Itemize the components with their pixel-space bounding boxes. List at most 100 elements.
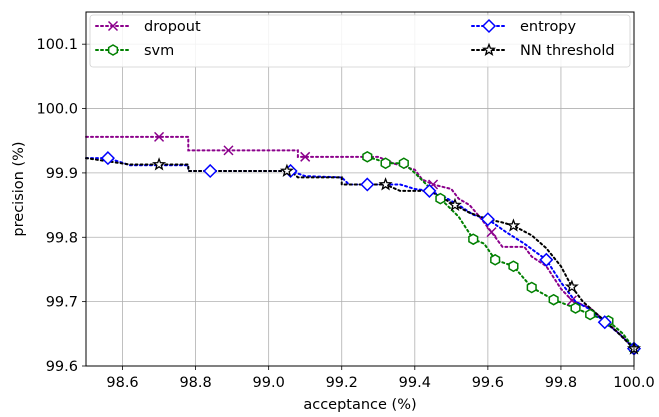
- marker-shape: [152, 157, 167, 171]
- data-point-entropy: [422, 183, 437, 198]
- marker-stroke: [223, 145, 234, 156]
- legend-marker: [481, 18, 497, 34]
- x-tick-label: 100.0: [613, 375, 655, 391]
- axis-ticks: 98.6 98.8 99.0 99.2 99.4 99.6 99.8 100.0 99.6 99.…: [36, 37, 654, 391]
- legend-marker: [481, 42, 497, 56]
- marker-shape: [279, 163, 294, 177]
- data-point-dropout: [300, 151, 311, 162]
- marker-shape: [422, 183, 437, 198]
- marker-stroke: [486, 227, 497, 238]
- marker-shape: [100, 151, 115, 166]
- marker-shape: [506, 218, 521, 232]
- marker-shape: [508, 260, 519, 273]
- marker-shape: [539, 252, 554, 267]
- x-tick-label: 98.8: [179, 375, 211, 391]
- legend-item-svm: svm: [95, 43, 174, 59]
- marker-stroke: [107, 20, 119, 32]
- data-point-svm: [362, 150, 373, 163]
- data-point-svm: [526, 281, 537, 294]
- marker-shape: [380, 157, 391, 170]
- series-line-dropout: [85, 135, 635, 350]
- legend-label: entropy: [520, 19, 577, 35]
- marker-shape: [203, 163, 218, 179]
- marker-shape: [360, 177, 375, 192]
- x-tick-label: 99.0: [253, 375, 285, 391]
- legend-marker: [107, 20, 119, 32]
- x-tick-label: 99.2: [326, 375, 358, 391]
- marker-stroke: [300, 151, 311, 162]
- data-point-nn-threshold: [506, 218, 521, 232]
- series-line-entropy: [85, 157, 635, 350]
- legend-label: svm: [144, 43, 174, 59]
- plot-frame: [85, 11, 635, 367]
- data-point-entropy: [360, 177, 375, 192]
- x-tick-label: 99.8: [545, 375, 577, 391]
- x-tick-label: 99.4: [399, 375, 431, 391]
- y-tick-label: 99.7: [46, 295, 78, 311]
- marker-shape: [585, 308, 596, 321]
- y-tick-label: 100.1: [36, 37, 78, 53]
- data-point-dropout: [486, 227, 497, 238]
- marker-shape: [480, 212, 495, 227]
- data-point-svm: [435, 192, 446, 205]
- data-point-dropout: [223, 145, 234, 156]
- series-line-svm: [366, 155, 635, 350]
- y-tick-label: 99.9: [46, 166, 78, 182]
- marker-shape: [468, 233, 479, 246]
- marker-stroke: [566, 295, 577, 306]
- x-tick-label: 98.6: [106, 375, 138, 391]
- marker-stroke: [154, 131, 165, 142]
- legend-item-nn-threshold: NN threshold: [471, 42, 615, 59]
- data-point-dropout: [154, 131, 165, 142]
- data-point-entropy: [597, 315, 612, 330]
- data-point-nn-threshold: [279, 163, 294, 177]
- data-point-svm: [468, 233, 479, 246]
- data-point-svm: [585, 308, 596, 321]
- data-point-svm: [548, 293, 559, 306]
- y-tick-label: 99.8: [46, 230, 78, 246]
- marker-shape: [378, 177, 393, 191]
- marker-shape: [481, 42, 497, 56]
- data-point-svm: [398, 157, 409, 170]
- data-point-entropy: [480, 212, 495, 227]
- x-tick-label: 99.6: [472, 375, 504, 391]
- data-point-svm: [490, 253, 501, 266]
- marker-shape: [526, 281, 537, 294]
- marker-shape: [435, 192, 446, 205]
- series-line-nn-threshold: [85, 157, 635, 350]
- marker-shape: [548, 293, 559, 306]
- data-point-nn-threshold: [447, 197, 462, 212]
- y-tick-label: 99.6: [46, 359, 78, 375]
- data-point-nn-threshold: [152, 157, 167, 171]
- y-tick-label: 100.0: [36, 102, 78, 118]
- series-lines: [85, 135, 635, 350]
- marker-shape: [398, 157, 409, 170]
- x-axis-label: acceptance (%): [303, 397, 416, 413]
- legend-item-dropout: dropout: [95, 19, 201, 35]
- marker-shape: [447, 197, 462, 212]
- marker-shape: [597, 315, 612, 330]
- data-point-svm: [380, 157, 391, 170]
- data-point-svm: [508, 260, 519, 273]
- marker-shape: [481, 18, 497, 34]
- legend-marker: [107, 44, 119, 56]
- data-point-svm: [570, 302, 581, 314]
- data-point-entropy: [539, 252, 554, 267]
- data-point-nn-threshold: [378, 177, 393, 191]
- legend-box: [89, 14, 631, 68]
- data-point-entropy: [203, 163, 218, 179]
- marker-shape: [564, 279, 579, 293]
- marker-shape: [362, 150, 373, 163]
- data-point-entropy: [100, 151, 115, 166]
- marker-shape: [570, 302, 581, 314]
- y-axis-label: precision (%): [11, 141, 27, 236]
- legend-label: NN threshold: [520, 43, 615, 59]
- marker-shape: [490, 253, 501, 266]
- legend: dropout svm entropy NN threshold: [89, 14, 631, 68]
- legend-label: dropout: [144, 19, 201, 35]
- marker-shape: [107, 44, 119, 56]
- data-point-nn-threshold: [564, 279, 579, 293]
- legend-item-entropy: entropy: [471, 18, 577, 35]
